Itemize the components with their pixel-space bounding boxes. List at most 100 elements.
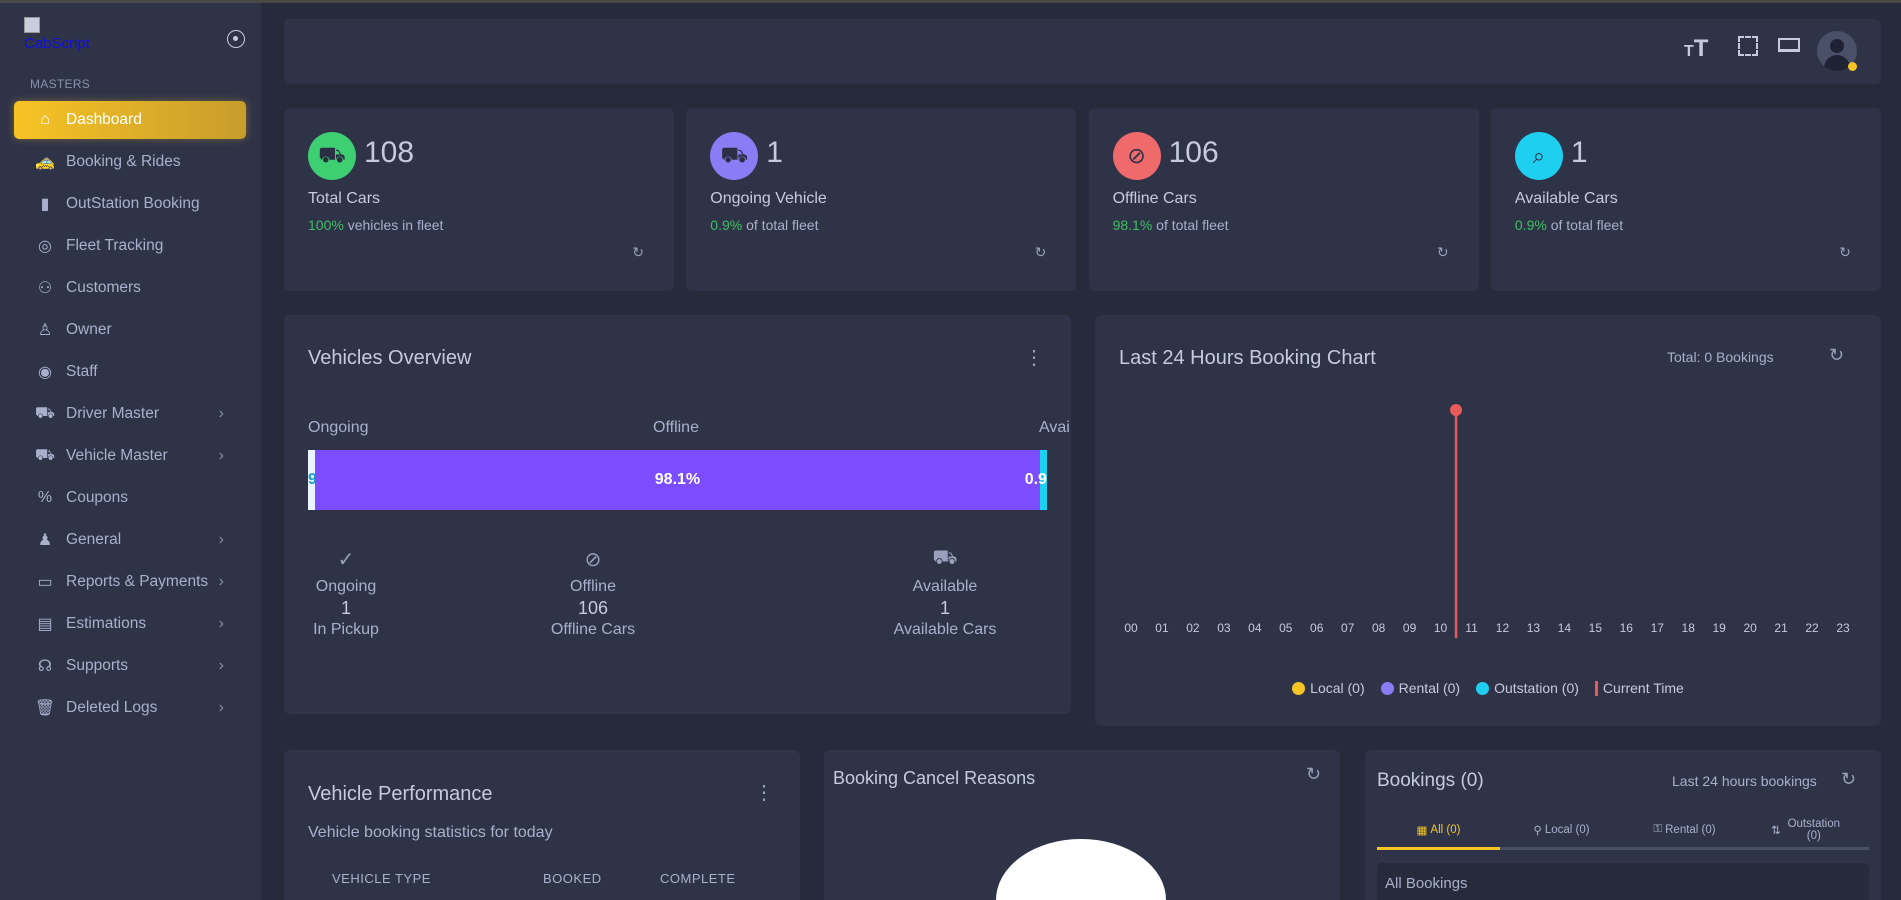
booking-chart-panel: Last 24 Hours Booking Chart Total: 0 Boo…	[1095, 315, 1881, 726]
sidebar-item-supports[interactable]: ☊ Supports ›	[14, 647, 246, 685]
refresh-icon[interactable]: ↻	[1306, 764, 1322, 784]
x-tick-label: 18	[1682, 621, 1696, 635]
refresh-icon[interactable]: ↻	[632, 244, 644, 260]
legend-item[interactable]: Current Time	[1594, 680, 1684, 696]
refresh-icon[interactable]: ↻	[1034, 244, 1047, 260]
stat-suffix: of total fleet	[742, 217, 819, 233]
stat-value: 106	[1168, 136, 1219, 169]
stat-label: Offline Cars	[1112, 190, 1197, 207]
sidebar-item-label: Fleet Tracking	[66, 237, 164, 254]
sidebar-item-label: Vehicle Master	[66, 447, 168, 464]
fullscreen-icon[interactable]	[1738, 36, 1758, 56]
sidebar-item-label: OutStation Booking	[66, 195, 200, 212]
pie-chart	[996, 839, 1166, 900]
car-signal-icon: ⛟	[34, 405, 56, 422]
sidebar-item-fleet-tracking[interactable]: ◎ Fleet Tracking	[14, 227, 246, 265]
sidebar-item-label: Booking & Rides	[66, 153, 181, 170]
section-title: All Bookings	[1385, 875, 1468, 892]
laptop-icon[interactable]	[1778, 38, 1800, 52]
stat-suffix: of total fleet	[1546, 217, 1624, 233]
refresh-icon[interactable]: ↻	[1839, 244, 1851, 260]
coupon-icon: %	[37, 489, 53, 506]
sidebar-item-general[interactable]: ♟ General ›	[14, 521, 246, 559]
sidebar-item-reports-payments[interactable]: ▭ Reports & Payments ›	[14, 563, 246, 601]
tab-label: Rental (0)	[1665, 823, 1716, 836]
sidebar-item-driver-master[interactable]: ⛟ Driver Master ›	[14, 395, 246, 433]
summary-subtitle: Offline Cars	[550, 621, 636, 638]
summary-value: 106	[577, 598, 609, 618]
legend-item[interactable]: Local (0)	[1292, 680, 1365, 696]
all-bookings-section: All Bookings	[1377, 863, 1869, 900]
sidebar-toggle-button[interactable]	[227, 30, 245, 48]
user-circle-icon: ◉	[38, 364, 52, 381]
stat-label: Available Cars	[1514, 190, 1618, 207]
legend-label: Outstation (0)	[1494, 680, 1579, 696]
sidebar-item-dashboard[interactable]: ⌂ Dashboard	[14, 101, 246, 139]
segment-label: 98.1%	[654, 471, 701, 488]
chevron-right-icon: ›	[218, 657, 224, 674]
bar-label: Avai	[1039, 419, 1070, 436]
sidebar-item-outstation-booking[interactable]: ▮ OutStation Booking	[14, 185, 246, 223]
stat-label: Total Cars	[308, 190, 381, 207]
top-bar: TT	[284, 19, 1881, 84]
sidebar-item-estimations[interactable]: ▤ Estimations ›	[14, 605, 246, 643]
x-tick-label: 23	[1836, 621, 1850, 635]
legend-swatch	[1292, 681, 1306, 695]
car-icon: ⛟	[710, 132, 759, 180]
tab-outstation[interactable]: ⇅ Outstation (0)	[1746, 812, 1869, 847]
more-options-icon[interactable]: ⋮	[1024, 347, 1044, 369]
panel-title: Last 24 Hours Booking Chart	[1119, 347, 1376, 369]
car-off-icon: ⊘	[584, 549, 602, 571]
summary-title: Ongoing	[315, 578, 377, 595]
legend-item[interactable]: Outstation (0)	[1476, 680, 1579, 696]
more-options-icon[interactable]: ⋮	[754, 782, 774, 804]
stat-percent: 100%	[308, 217, 344, 233]
refresh-icon[interactable]: ↻	[1829, 345, 1845, 365]
sidebar-item-label: General	[66, 531, 122, 548]
chevron-right-icon: ›	[218, 447, 224, 464]
sidebar-item-label: Estimations	[66, 615, 147, 632]
panel-subtitle: Vehicle booking statistics for today	[308, 824, 553, 841]
legend-item[interactable]: Rental (0)	[1380, 680, 1461, 696]
logo[interactable]: CabScript	[24, 35, 90, 52]
sidebar-item-vehicle-master[interactable]: ⛟ Vehicle Master ›	[14, 437, 246, 475]
legend-label: Rental (0)	[1398, 680, 1461, 696]
sidebar-item-label: Staff	[66, 363, 98, 380]
sidebar: CabScript MASTERS ⌂ Dashboard 🚕 Booking & R…	[0, 3, 261, 900]
bookings-panel: Bookings (0) Last 24 hours bookings ↻ ▦ A…	[1365, 750, 1881, 900]
tab-rental[interactable]: ⚿ Rental (0)	[1623, 812, 1746, 847]
stat-suffix: of total fleet	[1152, 217, 1229, 233]
sidebar-item-booking-rides[interactable]: 🚕 Booking & Rides	[14, 143, 246, 181]
tab-label: Outstation (0)	[1787, 817, 1841, 842]
refresh-icon[interactable]: ↻	[1841, 769, 1857, 789]
refresh-icon[interactable]: ↻	[1436, 244, 1449, 260]
chevron-right-icon: ›	[218, 615, 224, 632]
tab-all[interactable]: ▦ All (0)	[1377, 812, 1500, 850]
stat-value: 1	[766, 136, 783, 169]
trash-icon: 🗑	[34, 700, 56, 717]
x-tick-label: 06	[1310, 621, 1324, 635]
text-size-icon[interactable]: TT	[1684, 35, 1709, 62]
sidebar-item-staff[interactable]: ◉ Staff	[14, 353, 246, 391]
x-tick-label: 17	[1651, 621, 1665, 635]
x-tick-label: 00	[1124, 621, 1138, 635]
stat-value: 108	[364, 136, 415, 169]
segment-label: 0.9	[1024, 471, 1047, 488]
stat-card: ⌕ 1 Available Cars 0.9% of total fleet ↻	[1490, 108, 1881, 291]
x-tick-label: 09	[1403, 621, 1417, 635]
avatar[interactable]	[1817, 31, 1857, 71]
x-tick-label: 03	[1217, 621, 1231, 635]
sidebar-item-coupons[interactable]: % Coupons	[14, 479, 246, 517]
section-label: MASTERS	[30, 77, 91, 91]
headset-icon: ☊	[37, 658, 53, 675]
taxi-icon: 🚕	[35, 154, 55, 171]
grid-icon: ▦	[1416, 824, 1428, 837]
x-tick-label: 08	[1372, 621, 1386, 635]
stat-percent: 0.9%	[710, 217, 743, 233]
sidebar-item-deleted-logs[interactable]: 🗑 Deleted Logs ›	[14, 689, 246, 727]
sidebar-item-owner[interactable]: ♙ Owner	[14, 311, 246, 349]
x-tick-label: 21	[1774, 621, 1788, 635]
sidebar-item-customers[interactable]: ⚇ Customers	[14, 269, 246, 307]
car-key-icon: ⚿	[1653, 823, 1663, 835]
tab-local[interactable]: ⚲ Local (0)	[1500, 812, 1623, 847]
